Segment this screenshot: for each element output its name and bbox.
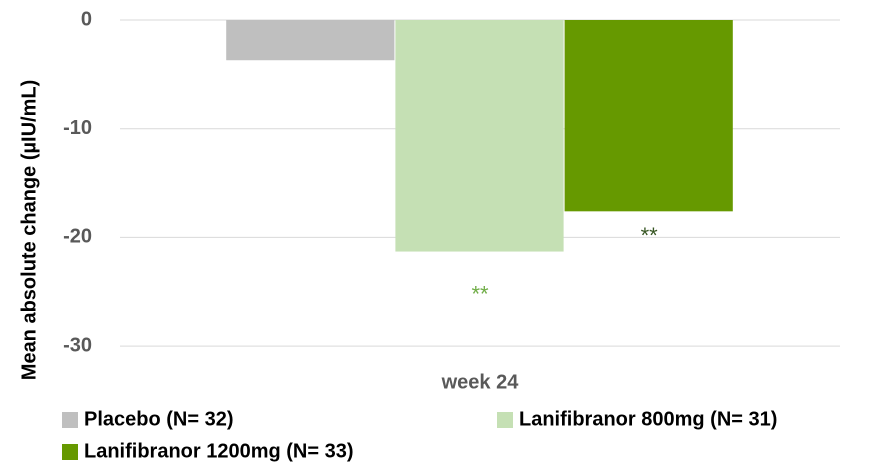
- y-tick-label: 0: [81, 8, 92, 30]
- y-tick-label: -20: [63, 226, 92, 248]
- bar-annotation: **: [471, 281, 489, 306]
- y-tick-label: -30: [63, 334, 92, 356]
- legend-swatch: [497, 412, 513, 428]
- bar: [564, 20, 733, 212]
- y-axis-label: Mean absolute change (µIU/mL): [18, 80, 40, 380]
- bar-annotation: **: [641, 223, 659, 248]
- legend-label: Placebo (N= 32): [84, 408, 234, 430]
- bar: [395, 20, 564, 252]
- legend-swatch: [62, 412, 78, 428]
- legend-label: Lanifibranor 800mg (N= 31): [519, 408, 777, 430]
- bar: [226, 20, 395, 61]
- legend-swatch: [62, 444, 78, 460]
- legend-label: Lanifibranor 1200mg (N= 33): [84, 440, 354, 462]
- x-tick-label: week 24: [441, 371, 520, 393]
- y-tick-label: -10: [63, 117, 92, 139]
